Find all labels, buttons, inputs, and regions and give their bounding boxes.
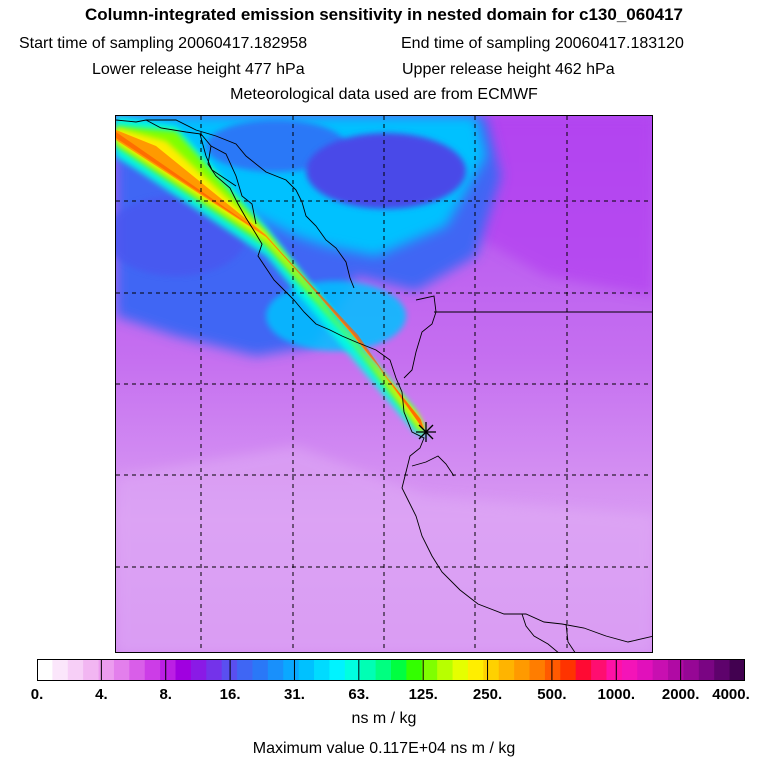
colorbar-swatch [237,659,254,681]
colorbar-swatch [483,659,500,681]
colorbar-swatch [329,659,346,681]
colorbar-swatch [206,659,223,681]
colorbar-tick-label: 2000. [661,686,700,703]
colorbar-unit: ns m / kg [351,710,417,727]
colorbar-swatch [698,659,715,681]
colorbar-swatch [113,659,130,681]
colorbar-tick-label: 16. [219,686,241,703]
colorbar-swatch [175,659,192,681]
colorbar-swatch [683,659,700,681]
colorbar-swatch [283,659,300,681]
colorbar-swatch [52,659,69,681]
max-value-label: Maximum value 0.117E+04 ns m / kg [252,740,516,757]
colorbar-tick-label: 1000. [597,686,636,703]
colorbar-swatch [314,659,331,681]
colorbar-swatch [452,659,469,681]
colorbar-swatch [637,659,654,681]
colorbar-swatch [406,659,423,681]
upper-height-label: Upper release height 462 hPa [402,61,615,78]
end-time-label: End time of sampling 20060417.183120 [401,35,684,52]
colorbar-swatch [544,659,561,681]
colorbar-tick-label: 500. [537,686,567,703]
colorbar-swatch [529,659,546,681]
colorbar-swatch [144,659,161,681]
colorbar-swatch [714,659,731,681]
colorbar-swatch [437,659,454,681]
map-title: Column-integrated emission sensitivity i… [84,5,684,24]
colorbar-swatch [591,659,608,681]
colorbar-swatch [67,659,84,681]
colorbar-tick-label: 0. [30,686,44,703]
colorbar-swatch [421,659,438,681]
colorbar-swatch [652,659,669,681]
colorbar [36,659,746,681]
met-source-label: Meteorological data used are from ECMWF [230,86,538,103]
colorbar-swatch [621,659,638,681]
lower-height-label: Lower release height 477 hPa [92,61,305,78]
colorbar-swatches [36,659,746,681]
colorbar-tick-label: 31. [284,686,305,703]
colorbar-tick-label: 8. [159,686,172,703]
plume [116,116,428,438]
colorbar-swatch [190,659,207,681]
colorbar-swatch [560,659,577,681]
colorbar-swatch [391,659,407,681]
start-time-label: Start time of sampling 20060417.182958 [19,35,308,52]
lat-lon-grid [116,116,652,652]
colorbar-swatch [298,659,315,681]
colorbar-border [37,659,745,681]
blue-pocket [306,133,466,209]
colorbar-swatch [729,659,746,681]
map-canvas [116,116,652,652]
colorbar-swatch [360,659,377,681]
sensitivity-map [115,115,653,653]
colorbar-swatch [467,659,484,681]
colorbar-swatch [252,659,269,681]
colorbar-tick-label: 63. [348,686,370,703]
release-point-marker [416,422,436,442]
colorbar-swatch [575,659,592,681]
colorbar-swatch [160,659,177,681]
colorbar-swatch [267,659,284,681]
colorbar-swatch [344,659,361,681]
colorbar-swatch [98,659,115,681]
colorbar-swatch [375,659,392,681]
colorbar-tick-label: 250. [472,686,503,703]
coastlines [116,119,652,652]
upper-right-field [456,116,652,296]
colorbar-swatch [514,659,531,681]
colorbar-swatch [606,659,623,681]
colorbar-swatch [37,659,53,681]
colorbar-tick-label: 125. [408,686,438,703]
colorbar-swatch [498,659,515,681]
colorbar-tick-label: 4. [95,686,108,703]
colorbar-swatch [83,659,100,681]
colorbar-swatch [668,659,685,681]
colorbar-swatch [129,659,146,681]
colorbar-tick-label: 4000. [712,686,750,703]
